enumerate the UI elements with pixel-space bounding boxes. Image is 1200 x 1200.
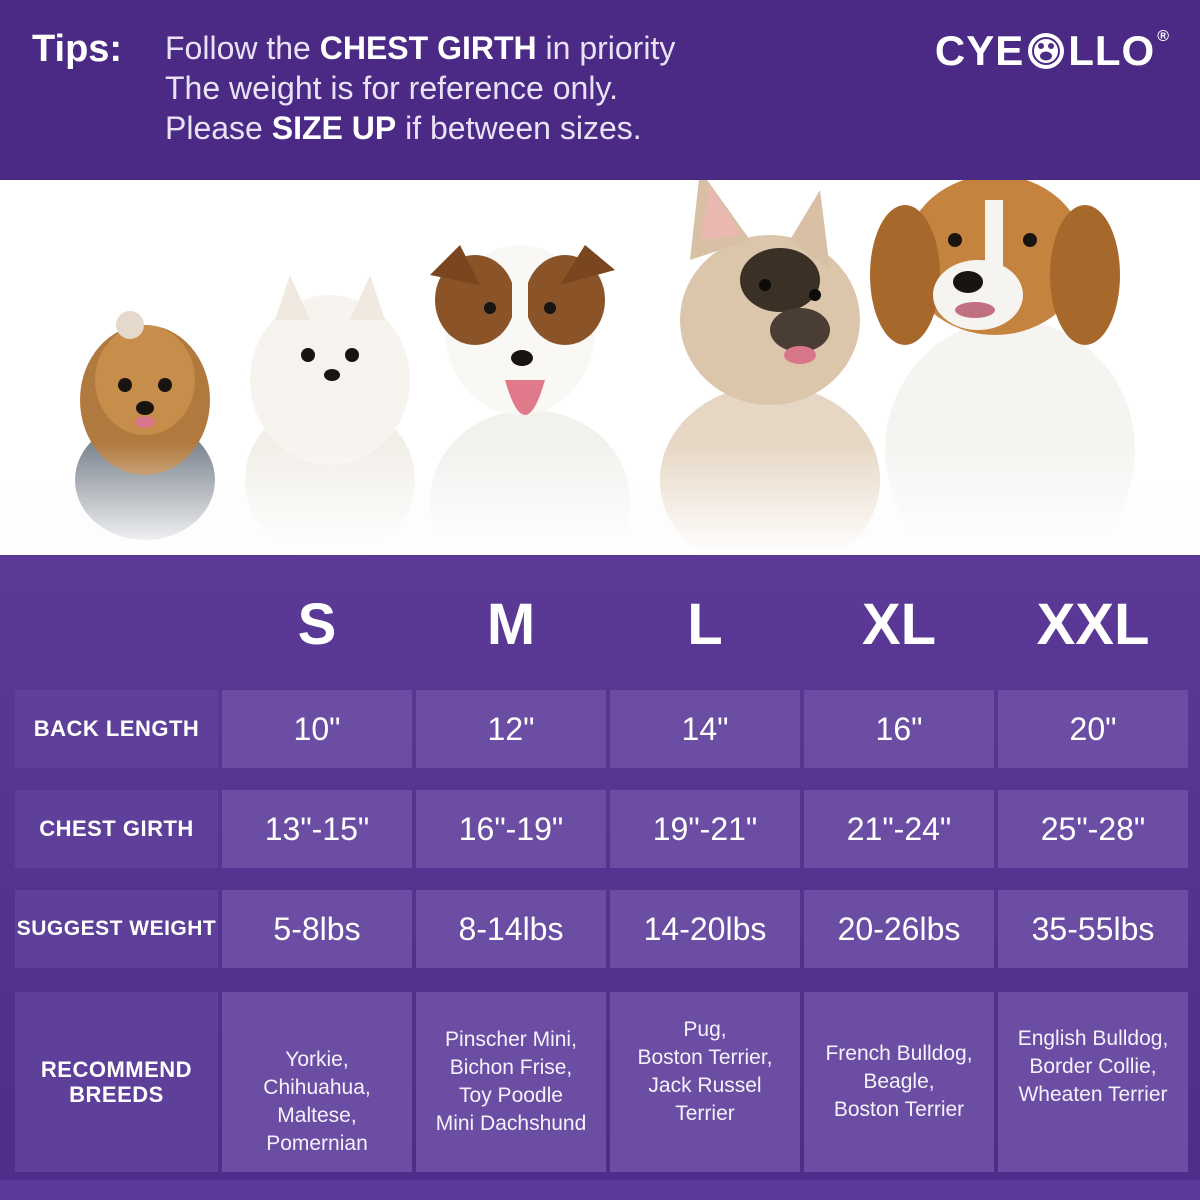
size-header-xxl: XXL <box>1036 592 1150 657</box>
bottom-strip <box>0 1180 1200 1200</box>
suggest-weight-m: 8-14lbs <box>416 890 606 968</box>
back-length-xl: 16" <box>804 690 994 768</box>
dog-photo-band <box>0 180 1200 555</box>
size-header-row: S M L XL XXL <box>0 580 1200 670</box>
breeds-xxl: English Bulldog, Border Collie, Wheaten … <box>998 992 1188 1172</box>
dogs-illustration <box>0 180 1200 555</box>
row-label-chest-girth: CHEST GIRTH <box>15 790 218 868</box>
row-label-recommend-breeds: RECOMMEND BREEDS <box>15 992 218 1172</box>
breeds-m: Pinscher Mini, Bichon Frise, Toy Poodle … <box>416 992 606 1172</box>
chest-girth-l: 19"-21" <box>610 790 800 868</box>
back-length-s: 10" <box>222 690 412 768</box>
chest-girth-s: 13"-15" <box>222 790 412 868</box>
breeds-l: Pug, Boston Terrier, Jack Russel Terrier <box>610 992 800 1172</box>
size-header-xl: XL <box>861 592 937 657</box>
suggest-weight-xxl: 35-55lbs <box>998 890 1188 968</box>
size-table: S M L XL XXL BACK LENGTH 10" 12" 14" 16"… <box>0 555 1200 1200</box>
back-length-xxl: 20" <box>998 690 1188 768</box>
breeds-xl: French Bulldog, Beagle, Boston Terrier <box>804 992 994 1172</box>
header-banner: Tips: Follow the CHEST GIRTH in priority… <box>0 0 1200 180</box>
back-length-m: 12" <box>416 690 606 768</box>
brand-logo: CYE LLO ® <box>934 27 1170 74</box>
tips-label: Tips: <box>32 28 123 70</box>
back-length-l: 14" <box>610 690 800 768</box>
tips-text: Follow the CHEST GIRTH in priority The w… <box>165 28 675 148</box>
size-header-s: S <box>297 592 337 657</box>
chest-girth-m: 16"-19" <box>416 790 606 868</box>
suggest-weight-xl: 20-26lbs <box>804 890 994 968</box>
tip-line-1: Follow the CHEST GIRTH in priority <box>165 30 676 66</box>
tip-line-2: The weight is for reference only. <box>165 70 618 106</box>
chest-girth-xl: 21"-24" <box>804 790 994 868</box>
breeds-s: Yorkie, Chihuahua, Maltese, Pomernian <box>222 992 412 1172</box>
paw-globe-icon <box>1028 33 1065 69</box>
tip-line-3: Please SIZE UP if between sizes. <box>165 110 642 146</box>
size-header-l: L <box>687 592 723 657</box>
suggest-weight-l: 14-20lbs <box>610 890 800 968</box>
size-header-m: M <box>486 592 536 657</box>
row-label-back-length: BACK LENGTH <box>15 690 218 768</box>
row-label-suggest-weight: SUGGEST WEIGHT <box>15 890 218 968</box>
chest-girth-xxl: 25"-28" <box>998 790 1188 868</box>
suggest-weight-s: 5-8lbs <box>222 890 412 968</box>
